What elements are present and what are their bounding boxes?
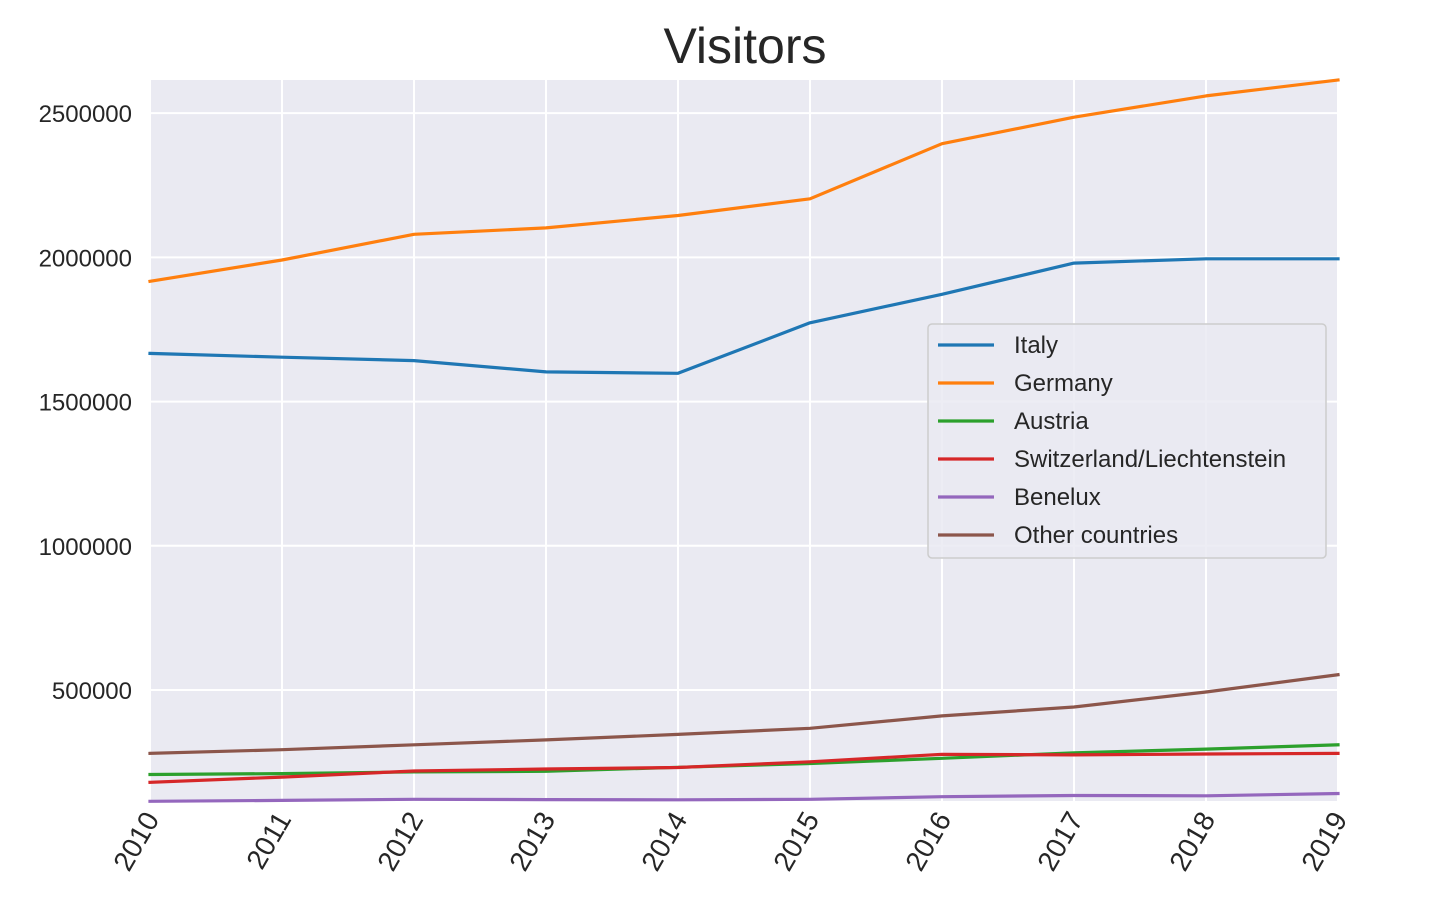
series-line-germany	[148, 78, 1340, 284]
x-tick-label: 2015	[767, 807, 825, 876]
legend-label: Benelux	[1014, 484, 1101, 511]
x-tick-label: 2012	[371, 807, 429, 876]
y-tick-label: 1500000	[39, 390, 132, 417]
x-tick-label: 2019	[1295, 807, 1353, 876]
x-tick-label: 2017	[1031, 807, 1089, 876]
series-line-other-countries	[148, 672, 1340, 756]
legend-label: Italy	[1014, 332, 1058, 359]
y-tick-label: 2000000	[39, 245, 132, 272]
legend-label: Austria	[1014, 408, 1089, 435]
x-tick-label: 2016	[899, 807, 957, 876]
y-tick-label: 1000000	[39, 534, 132, 561]
x-tick-label: 2010	[107, 807, 165, 876]
series-line-benelux	[148, 791, 1340, 803]
series-line-switzerland-liechtenstein	[148, 751, 1340, 784]
x-axis-tick-labels: 2010 2011 2012 2013 2014 2015 2016 2017 2018 2019	[107, 807, 1353, 876]
legend-label: Other countries	[1014, 522, 1178, 549]
x-tick-label: 2011	[240, 807, 297, 875]
legend: Italy Germany Austria Switzerland/Liechtens…	[927, 323, 1327, 559]
legend-label: Switzerland/Liechtenstein	[1014, 446, 1286, 473]
legend-frame	[927, 323, 1327, 559]
series-line-italy	[148, 257, 1340, 375]
x-tick-label: 2013	[503, 807, 561, 876]
y-axis-tick-labels: 500000 1000000 1500000 2000000 2500000	[39, 101, 132, 705]
series-lines	[148, 78, 1340, 803]
y-tick-label: 500000	[52, 678, 132, 705]
x-tick-label: 2014	[635, 807, 693, 876]
chart-title: Visitors	[663, 18, 826, 74]
legend-label: Germany	[1014, 370, 1113, 397]
x-tick-label: 2018	[1163, 807, 1221, 876]
y-tick-label: 2500000	[39, 101, 132, 128]
